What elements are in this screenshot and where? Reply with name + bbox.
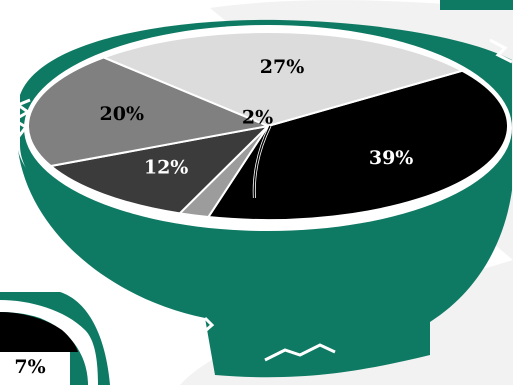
pie-slice-39: [206, 69, 509, 221]
pie-label-39: 39%: [369, 147, 414, 169]
pie-label-2: 2%: [242, 106, 273, 128]
bowl-body: [18, 110, 512, 378]
small-bowl-rim: [0, 300, 98, 385]
pie-slice-12: [48, 124, 272, 215]
top-right-bar: [440, 0, 513, 10]
pie-label-27: 27%: [260, 56, 305, 78]
arrow-2-percent-head: [249, 198, 261, 212]
pie-slice-27: [100, 31, 465, 128]
small-pie-label: 7%: [14, 356, 45, 378]
pie-label-12: 12%: [144, 157, 189, 179]
pie-label-20: 20%: [100, 103, 145, 125]
pie-chart: [27, 31, 509, 221]
pie-labels: 39% 2% 12% 20% 27%: [100, 56, 414, 179]
small-bowl: 7%: [0, 292, 110, 385]
arrow-2-percent-line: [253, 125, 271, 206]
pie-slice-20: [27, 56, 272, 168]
small-pie-label-bg: [0, 352, 70, 385]
bowl-rim-edge: [11, 38, 513, 362]
small-pie-slice: [0, 312, 78, 352]
